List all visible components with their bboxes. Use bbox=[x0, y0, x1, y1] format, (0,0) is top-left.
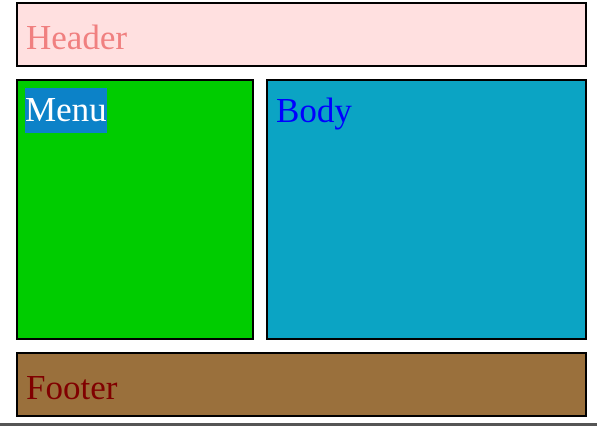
body-panel: Body bbox=[266, 79, 587, 340]
footer-panel: Footer bbox=[16, 352, 587, 417]
header-label: Header bbox=[26, 18, 128, 57]
body-label: Body bbox=[276, 91, 352, 130]
footer-label: Footer bbox=[26, 368, 118, 407]
menu-label: Menu bbox=[25, 88, 107, 133]
menu-panel: Menu bbox=[16, 79, 254, 340]
bottom-divider bbox=[0, 423, 597, 426]
header-panel: Header bbox=[16, 2, 587, 67]
